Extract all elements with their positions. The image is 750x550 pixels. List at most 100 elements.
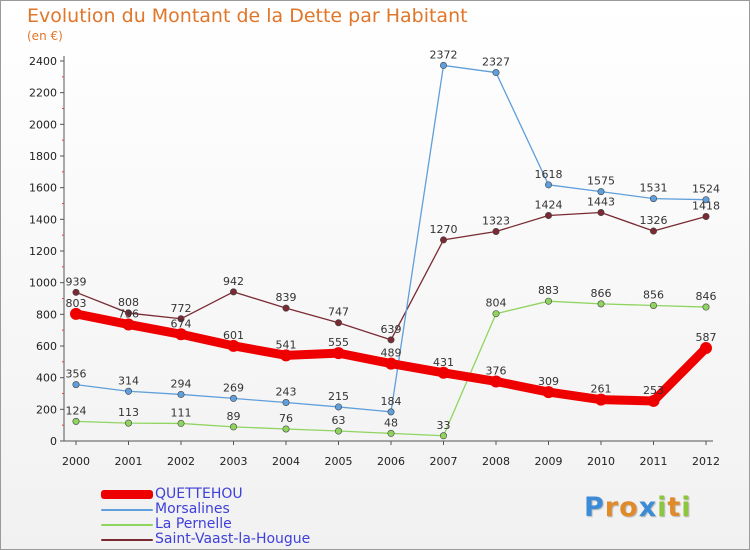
point-saint-vaast-la-hougue — [334, 319, 342, 327]
point-saint-vaast-la-hougue — [177, 315, 185, 323]
logo-letter: o — [619, 492, 639, 523]
legend-label: Saint-Vaast-la-Hougue — [155, 531, 311, 547]
legend-label: Morsalines — [155, 501, 230, 517]
legend-swatch — [101, 508, 153, 511]
point-saint-vaast-la-hougue — [72, 288, 80, 296]
data-label-morsalines: 1618 — [535, 168, 563, 181]
data-label-quettehou: 541 — [276, 338, 297, 351]
point-la-pernelle — [282, 425, 290, 433]
legend-item-morsalines: Morsalines — [101, 502, 310, 517]
point-morsalines — [125, 387, 133, 395]
point-morsalines — [597, 188, 605, 196]
x-tick-label: 2003 — [220, 455, 248, 468]
point-quettehou — [280, 349, 292, 362]
y-tick-label: 600 — [36, 340, 57, 353]
legend-label: QUETTEHOU — [155, 486, 243, 502]
data-label-quettehou: 376 — [486, 364, 507, 377]
point-morsalines — [702, 196, 710, 204]
point-quettehou — [227, 339, 240, 352]
data-label-saint-vaast-la-hougue: 808 — [118, 296, 139, 309]
logo-letter: i — [657, 492, 668, 523]
y-tick-label: 200 — [36, 403, 57, 416]
x-tick-label: 2012 — [692, 455, 720, 468]
data-label-la-pernelle: 124 — [66, 404, 87, 417]
data-label-la-pernelle: 76 — [279, 412, 293, 425]
data-label-quettehou: 489 — [381, 347, 402, 360]
point-saint-vaast-la-hougue — [702, 212, 710, 220]
point-quettehou — [385, 357, 397, 370]
point-saint-vaast-la-hougue — [492, 228, 500, 236]
point-saint-vaast-la-hougue — [282, 304, 290, 312]
data-label-quettehou: 261 — [591, 383, 612, 396]
point-morsalines — [649, 195, 657, 203]
point-quettehou — [542, 386, 555, 399]
legend-label: La Pernelle — [155, 516, 232, 532]
point-la-pernelle — [597, 300, 605, 308]
data-label-morsalines: 184 — [381, 395, 402, 408]
logo-letter: x — [638, 492, 658, 523]
point-la-pernelle — [125, 419, 133, 427]
legend-item-quettehou: QUETTEHOU — [101, 487, 310, 502]
data-label-quettehou: 431 — [433, 356, 454, 369]
point-saint-vaast-la-hougue — [597, 209, 605, 217]
data-label-la-pernelle: 33 — [437, 419, 451, 432]
point-quettehou — [122, 318, 135, 331]
data-label-morsalines: 294 — [171, 377, 192, 390]
y-tick-label: 2200 — [29, 87, 57, 100]
data-label-quettehou: 555 — [328, 336, 349, 349]
data-label-morsalines: 2372 — [430, 48, 458, 61]
y-tick-label: 2000 — [29, 118, 57, 131]
point-saint-vaast-la-hougue — [439, 236, 447, 244]
data-label-morsalines: 1524 — [692, 183, 720, 196]
legend-item-la-pernelle: La Pernelle — [101, 517, 310, 532]
y-tick-label: 1400 — [29, 213, 57, 226]
x-tick-label: 2011 — [640, 455, 668, 468]
legend-item-saint-vaast-la-hougue: Saint-Vaast-la-Hougue — [101, 532, 310, 547]
legend: QUETTEHOU Morsalines La Pernelle Saint-Vaas… — [101, 487, 310, 547]
x-tick-label: 2000 — [62, 455, 90, 468]
y-tick-label: 800 — [36, 308, 57, 321]
data-label-morsalines: 2327 — [482, 56, 510, 69]
y-tick-label: 1200 — [29, 245, 57, 258]
logo-letter: P — [584, 492, 605, 523]
data-label-saint-vaast-la-hougue: 1270 — [430, 223, 458, 236]
point-la-pernelle — [230, 423, 238, 431]
y-tick-label: 400 — [36, 372, 57, 385]
logo-letter: t — [667, 492, 682, 523]
point-morsalines — [492, 69, 500, 77]
data-label-la-pernelle: 63 — [332, 414, 346, 427]
point-quettehou — [647, 394, 660, 407]
chart-subtitle: (en €) — [27, 29, 63, 43]
data-label-saint-vaast-la-hougue: 939 — [66, 275, 87, 288]
data-label-quettehou: 309 — [538, 375, 559, 388]
y-tick-label: 2400 — [29, 55, 57, 68]
point-quettehou — [490, 375, 502, 388]
data-label-saint-vaast-la-hougue: 839 — [276, 291, 297, 304]
point-la-pernelle — [72, 417, 80, 425]
data-label-quettehou: 674 — [171, 317, 192, 330]
chart-title: Evolution du Montant de la Dette par Hab… — [27, 5, 468, 27]
point-morsalines — [439, 61, 447, 69]
line-chart: 0 200 400 600 800 1000 1200 1400 1600 1800 2000 220… — [29, 48, 720, 468]
point-morsalines — [334, 403, 342, 411]
data-label-quettehou: 587 — [696, 331, 717, 344]
data-label-saint-vaast-la-hougue: 747 — [328, 306, 349, 319]
data-label-la-pernelle: 866 — [591, 287, 612, 300]
data-label-quettehou: 253 — [643, 384, 664, 397]
point-saint-vaast-la-hougue — [230, 288, 238, 296]
data-label-la-pernelle: 846 — [696, 290, 717, 303]
point-saint-vaast-la-hougue — [649, 227, 657, 235]
legend-swatch — [101, 523, 153, 526]
point-morsalines — [177, 390, 185, 398]
data-label-la-pernelle: 883 — [538, 284, 559, 297]
data-label-morsalines: 215 — [328, 390, 349, 403]
point-la-pernelle — [649, 301, 657, 309]
point-morsalines — [544, 181, 552, 189]
x-tick-label: 2002 — [167, 455, 195, 468]
point-morsalines — [230, 394, 238, 402]
data-label-saint-vaast-la-hougue: 1424 — [535, 199, 563, 212]
x-tick-label: 2007 — [430, 455, 458, 468]
point-quettehou — [437, 366, 450, 379]
logo-letter: i — [681, 492, 692, 523]
